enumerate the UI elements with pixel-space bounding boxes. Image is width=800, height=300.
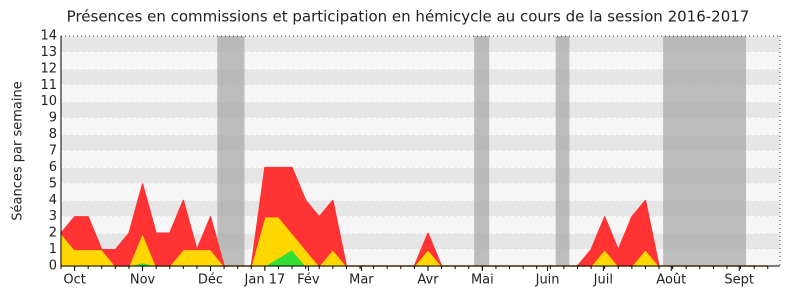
y-tick-label: 3 <box>49 209 57 224</box>
x-tick-label: Nov <box>130 273 156 288</box>
y-axis-label: Séances par semaine <box>11 81 26 220</box>
shaded-period <box>217 36 245 266</box>
x-tick-label: Mai <box>471 273 494 288</box>
y-tick-label: 7 <box>49 144 57 159</box>
y-tick-label: 8 <box>49 127 57 142</box>
y-tick-label: 4 <box>49 193 57 208</box>
y-tick-label: 5 <box>49 176 57 191</box>
y-tick-label: 10 <box>40 94 57 109</box>
y-tick-label: 12 <box>40 61 57 76</box>
y-tick-label: 2 <box>49 226 57 241</box>
y-tick-label: 13 <box>40 45 57 60</box>
x-tick-label: Avr <box>417 273 439 288</box>
shaded-period <box>663 36 747 266</box>
y-tick-label: 1 <box>49 242 57 257</box>
chart-title: Présences en commissions et participatio… <box>67 8 750 26</box>
shaded-period <box>555 36 570 266</box>
x-tick-label: Juin <box>535 273 560 288</box>
y-tick-label: 0 <box>49 259 57 274</box>
x-tick-label: Déc <box>198 273 223 288</box>
x-tick-label: Juil <box>593 273 613 288</box>
x-tick-label: Fév <box>297 273 320 288</box>
shaded-period <box>474 36 490 266</box>
y-tick-label: 11 <box>40 78 57 93</box>
x-tick-label: Mar <box>349 273 374 288</box>
x-tick-label: Sept <box>724 273 754 288</box>
x-tick-label: Août <box>656 273 686 288</box>
x-tick-label: Jan 17 <box>244 273 286 288</box>
y-tick-label: 9 <box>49 111 57 126</box>
y-tick-label: 14 <box>40 29 57 44</box>
y-tick-label: 6 <box>49 160 57 175</box>
x-tick-label: Oct <box>63 273 85 288</box>
